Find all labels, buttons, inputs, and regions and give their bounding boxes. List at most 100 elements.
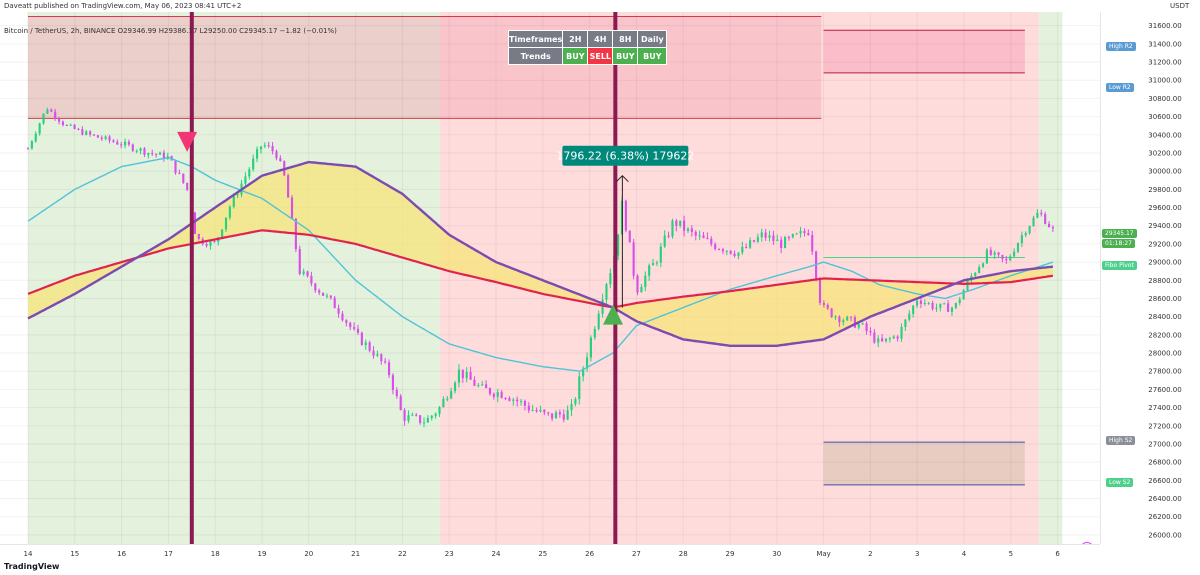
candle-body-208 [834, 316, 837, 318]
candle-body-246 [981, 263, 985, 268]
candle-body-48 [213, 240, 216, 242]
x-tick-3: 17 [164, 550, 173, 558]
candle-body-226 [904, 319, 907, 328]
y-tick-19: 27800.00 [1148, 368, 1181, 376]
candle-body-253 [1009, 256, 1012, 261]
candle-body-99 [411, 414, 414, 416]
candle-body-236 [943, 303, 946, 305]
candle-body-219 [877, 338, 880, 343]
table-header-timeframes: Timeframes [507, 30, 564, 48]
x-tick-5: 19 [258, 550, 267, 558]
candle-body-124 [508, 398, 511, 401]
x-tick-11: 25 [538, 550, 547, 558]
tradingview-logo: TradingView [4, 562, 60, 571]
table-row-trends: Trends [507, 47, 564, 65]
zone-s2-5 [823, 442, 1025, 485]
candle-body-29 [139, 148, 142, 151]
y-tick-7: 30200.00 [1148, 149, 1181, 157]
candle-body-228 [912, 305, 915, 314]
candle-body-125 [512, 399, 515, 401]
candle-body-22 [112, 140, 115, 142]
candle-body-156 [632, 242, 635, 276]
candle-body-259 [1032, 217, 1035, 227]
chart-area[interactable]: 1796.22 (6.38%) 179622 Bitcoin / TetherU… [0, 12, 1100, 544]
candle-body-242 [966, 280, 969, 291]
candle-body-71 [302, 271, 305, 274]
candle-body-179 [721, 249, 724, 252]
candle-body-85 [356, 328, 360, 333]
candle-body-14 [81, 129, 84, 135]
trend-8h: BUY [612, 47, 639, 65]
candle-body-1 [30, 141, 33, 149]
table-header-2h: 2H [562, 30, 589, 48]
y-tick-1: 31400.00 [1148, 40, 1181, 48]
table-header-4h: 4H [587, 30, 614, 48]
label-high-r2: High R2 [1106, 42, 1136, 51]
candle-body-95 [395, 389, 398, 397]
candle-body-215 [861, 323, 864, 325]
candle-body-56 [244, 176, 247, 184]
x-tick-6: 20 [304, 550, 313, 558]
candle-body-170 [686, 228, 690, 231]
candle-body-137 [558, 412, 561, 415]
candle-body-81 [341, 313, 344, 321]
x-tick-15: 29 [726, 550, 735, 558]
candle-body-35 [162, 152, 165, 160]
candle-body-132 [539, 409, 542, 412]
candle-body-218 [873, 332, 876, 343]
candle-body-127 [519, 401, 523, 403]
x-tick-16: 30 [772, 550, 781, 558]
candle-body-6 [50, 109, 53, 112]
publisher-text: Daveatt published on TradingView.com, Ma… [4, 2, 242, 10]
y-tick-11: 29400.00 [1148, 222, 1181, 230]
candle-body-44 [197, 234, 200, 239]
time-axis-svg: 14 15 16 17 18 19 20 21 22 23 24 25 26 27 28 29 30 May 2 3 4… [24, 550, 1061, 558]
trend-2h: BUY [562, 47, 589, 65]
time-axis[interactable]: 14 15 16 17 18 19 20 21 22 23 24 25 26 27 28 29 30 May 2 3 4… [0, 544, 1100, 561]
price-axis[interactable]: 31600.00 31400.00 31200.00 31000.00 30800.00… [1100, 12, 1200, 544]
candle-body-3 [38, 123, 41, 134]
candle-body-106 [438, 407, 441, 414]
candle-body-93 [387, 362, 391, 376]
candle-body-169 [683, 220, 686, 231]
candle-body-252 [1005, 258, 1008, 261]
candle-body-162 [655, 262, 658, 264]
candle-body-235 [939, 303, 942, 308]
x-tick-13: 27 [632, 550, 641, 558]
candle-body-158 [640, 287, 643, 293]
header: Daveatt published on TradingView.com, Ma… [0, 0, 1200, 12]
price-chart[interactable]: 1796.22 (6.38%) 179622 [0, 12, 1100, 544]
candle-body-21 [108, 136, 111, 141]
candle-body-190 [764, 232, 767, 238]
candle-body-10 [65, 125, 68, 127]
candle-body-67 [287, 175, 290, 198]
candle-body-198 [795, 233, 798, 235]
y-tick-27: 26200.00 [1148, 513, 1181, 521]
candle-body-40 [182, 173, 185, 183]
candle-body-184 [741, 246, 744, 253]
candle-body-222 [888, 338, 891, 340]
y-tick-12: 29200.00 [1148, 240, 1181, 248]
x-tick-4: 18 [211, 550, 220, 558]
candle-body-237 [947, 303, 950, 312]
candle-body-108 [446, 398, 449, 400]
x-tick-21: 5 [1009, 550, 1013, 558]
candle-body-130 [531, 409, 534, 411]
candle-body-62 [267, 145, 270, 147]
candle-body-211 [846, 316, 849, 321]
candle-body-163 [659, 246, 662, 263]
candle-body-89 [372, 350, 375, 356]
candle-body-180 [725, 250, 728, 252]
candle-body-161 [651, 263, 655, 266]
candle-body-91 [380, 354, 383, 362]
y-tick-16: 28400.00 [1148, 313, 1181, 321]
candle-body-256 [1020, 235, 1023, 244]
candle-body-213 [853, 317, 856, 328]
candle-body-94 [391, 375, 395, 390]
candle-body-232 [927, 302, 930, 304]
candle-body-206 [826, 304, 829, 309]
candle-body-59 [255, 149, 259, 159]
candle-body-7 [54, 111, 57, 119]
candle-body-63 [271, 145, 274, 152]
y-tick-6: 30400.00 [1148, 131, 1181, 139]
